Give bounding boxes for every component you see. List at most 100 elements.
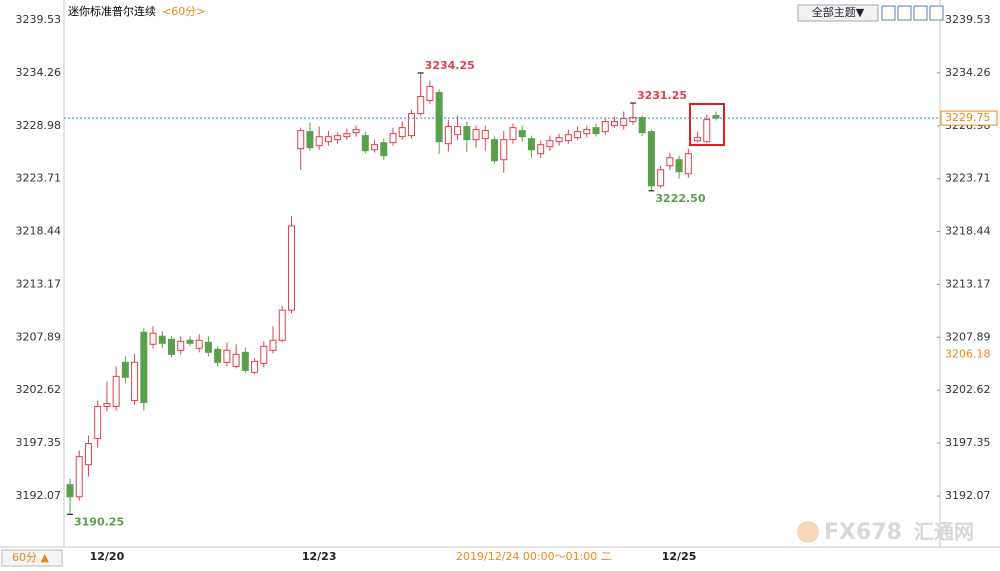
candle-body bbox=[463, 126, 471, 141]
watermark-logo bbox=[797, 521, 819, 543]
period-button-label[interactable]: 60分 ▲ bbox=[12, 551, 49, 564]
candle-body bbox=[518, 130, 526, 138]
last-price-label: 3229.75 bbox=[945, 111, 991, 124]
candle-body bbox=[472, 129, 480, 141]
candle-body bbox=[657, 169, 665, 187]
y-tick-label: 3228.98 bbox=[16, 119, 62, 132]
period-label: <60分> bbox=[162, 5, 205, 18]
x-tick-label: 12/20 bbox=[90, 550, 125, 563]
candle-body bbox=[131, 361, 139, 401]
extreme-label: 3234.25 bbox=[425, 59, 475, 72]
chart-title: 迷你标准普尔连续 bbox=[68, 4, 156, 18]
candle-body bbox=[703, 119, 711, 143]
candle-body bbox=[537, 144, 545, 155]
y-tick-label-right: 3202.62 bbox=[945, 383, 991, 396]
candle-body bbox=[629, 117, 637, 123]
watermark-text: 汇通网 bbox=[914, 520, 974, 544]
y-tick-label-right: 3192.07 bbox=[945, 489, 991, 502]
candle-body bbox=[297, 130, 305, 150]
x-tick-label: 12/23 bbox=[302, 550, 337, 563]
candle-body bbox=[177, 340, 185, 351]
crosshair-label: 2019/12/24 00:00～01:00 二 bbox=[456, 550, 612, 563]
candle-body bbox=[260, 345, 268, 364]
candle-body bbox=[509, 127, 517, 141]
y-tick-label: 3192.07 bbox=[16, 489, 62, 502]
period-button[interactable] bbox=[1, 549, 63, 567]
watermark-text: FX678 bbox=[824, 520, 902, 545]
candle-body bbox=[158, 335, 166, 344]
candle-body bbox=[620, 118, 628, 127]
candle-body bbox=[278, 309, 286, 341]
candle-body bbox=[306, 131, 314, 149]
candle-body bbox=[491, 139, 499, 162]
candle-body bbox=[241, 351, 249, 371]
candle-body bbox=[610, 121, 618, 127]
candle-body bbox=[287, 225, 295, 311]
extreme-label: 3231.25 bbox=[637, 89, 687, 102]
theme-button[interactable] bbox=[797, 4, 879, 22]
candle-body bbox=[112, 375, 120, 407]
y-tick-label: 3239.53 bbox=[16, 13, 62, 26]
candle-body bbox=[334, 135, 342, 141]
candle-body bbox=[121, 361, 129, 378]
candle-body bbox=[389, 133, 397, 144]
candle-body bbox=[666, 157, 674, 167]
candle-body bbox=[140, 331, 148, 403]
y-tick-label: 3207.89 bbox=[16, 330, 62, 343]
candle-body bbox=[315, 136, 323, 147]
candle-body bbox=[546, 140, 554, 148]
y-tick-label-right: 3223.71 bbox=[945, 172, 991, 185]
candle-body bbox=[527, 138, 535, 151]
candle-body bbox=[426, 86, 434, 102]
y-tick-label-right: 3218.44 bbox=[945, 225, 991, 238]
y-tick-label-right: 3213.17 bbox=[945, 277, 991, 290]
x-tick-label: 12/25 bbox=[662, 550, 697, 563]
y-tick-label: 3234.26 bbox=[16, 66, 62, 79]
candle-body bbox=[694, 137, 702, 142]
candle-body bbox=[592, 127, 600, 135]
candle-body bbox=[684, 153, 692, 175]
y-tick-label: 3223.71 bbox=[16, 172, 62, 185]
candle-body bbox=[214, 348, 222, 363]
highlight-box bbox=[689, 103, 725, 146]
candle-body bbox=[454, 126, 462, 136]
candle-body bbox=[601, 121, 609, 133]
tool-icon[interactable] bbox=[897, 5, 912, 21]
y-tick-label-right: 3239.53 bbox=[945, 13, 991, 26]
last-price-box bbox=[940, 110, 998, 126]
candle-body bbox=[352, 129, 360, 134]
candle-body bbox=[574, 131, 582, 139]
candle-body bbox=[647, 131, 655, 187]
extreme-label: 3222.50 bbox=[655, 192, 705, 205]
candle-body bbox=[398, 127, 406, 138]
tool-icon[interactable] bbox=[881, 5, 896, 21]
y-tick-label-right: 3234.26 bbox=[945, 66, 991, 79]
candle-body bbox=[195, 339, 203, 349]
y-tick-label-right: 3207.89 bbox=[945, 330, 991, 343]
extreme-label: 3190.25 bbox=[74, 515, 124, 528]
tool-icon[interactable] bbox=[913, 5, 928, 21]
candle-body bbox=[103, 402, 111, 407]
candle-body bbox=[232, 353, 240, 367]
candle-body bbox=[564, 134, 572, 142]
y-tick-label: 3202.62 bbox=[16, 383, 62, 396]
theme-button-label[interactable]: 全部主题▼ bbox=[812, 5, 865, 19]
candle-body bbox=[269, 339, 277, 351]
candle-body bbox=[361, 135, 369, 152]
candle-body bbox=[407, 113, 415, 137]
marker-price-label: 3206.18 bbox=[945, 348, 991, 361]
candle-body bbox=[84, 443, 92, 466]
candle-body bbox=[66, 484, 74, 498]
y-tick-label: 3197.35 bbox=[16, 436, 62, 449]
candle-body bbox=[251, 360, 259, 373]
tool-icon[interactable] bbox=[929, 5, 944, 21]
candle-body bbox=[380, 142, 388, 157]
candle-body bbox=[223, 349, 231, 363]
candle-body bbox=[204, 341, 212, 353]
candle-body bbox=[555, 137, 563, 143]
candle-body bbox=[94, 405, 102, 440]
candle-body bbox=[324, 136, 332, 143]
